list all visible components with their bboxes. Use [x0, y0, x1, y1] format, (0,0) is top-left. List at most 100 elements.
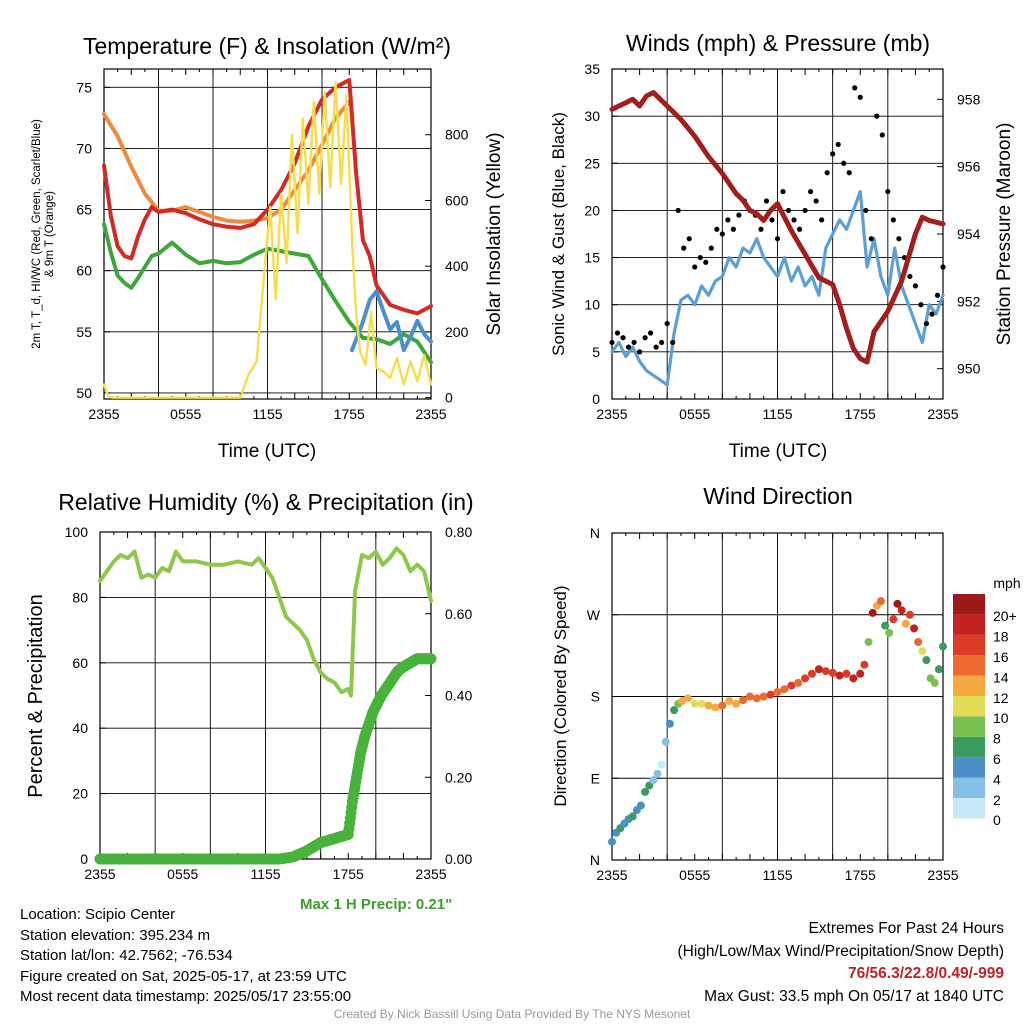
gust-point [785, 207, 792, 214]
direction-point [759, 692, 768, 701]
y-tick-label: 0 [592, 391, 600, 407]
direction-point [670, 706, 679, 715]
direction-point [889, 615, 898, 624]
legend-title: mph [993, 575, 1020, 591]
gust-point [686, 236, 692, 242]
x-tick-label: 1155 [762, 406, 792, 422]
legend-label: 18 [993, 629, 1009, 645]
y-tick-label: 60 [76, 263, 92, 279]
y-tick-label: 20 [584, 202, 600, 218]
x-tick-label: 0555 [679, 406, 710, 422]
direction-point [739, 696, 748, 705]
x-tick-label: 0555 [679, 867, 710, 883]
direction-point [807, 669, 816, 678]
direction-point [608, 837, 616, 846]
y2-tick-label: 0.00 [445, 851, 472, 867]
y2-tick-label: 958 [957, 91, 981, 107]
x-tick-label: 0555 [167, 866, 198, 882]
gust-point [824, 170, 830, 176]
direction-point [641, 787, 650, 796]
temperature-series-4 [102, 80, 433, 399]
recent-data-text: Most recent data timestamp: 2025/05/17 2… [20, 988, 352, 1005]
direction-point [897, 606, 906, 615]
gust-point [614, 330, 621, 336]
direction-point [657, 760, 666, 769]
y2-tick-label: 950 [957, 361, 981, 377]
direction-point [725, 697, 734, 706]
y2-tick-label: 400 [445, 258, 469, 274]
x-tick-label: 2355 [596, 867, 627, 883]
gust-point [796, 226, 803, 232]
y2-tick-label: 956 [957, 159, 981, 175]
direction-point [683, 694, 692, 703]
gust-point [769, 217, 775, 223]
temperature-ylabel-line1: 2m T, T_d, HI/WC (Red, Green, Scarlet/Bl… [31, 119, 43, 349]
direction-point [814, 665, 823, 674]
credit-line: Created By Nick Bassill Using Data Provi… [333, 1007, 691, 1021]
legend-swatch [953, 696, 985, 717]
wind-speed-line [610, 190, 945, 387]
gust-point [758, 226, 764, 232]
legend-label: 6 [993, 751, 1001, 767]
legend-label: 2 [993, 792, 1001, 808]
direction-point [665, 719, 674, 728]
humidity-panel: 2355 0555 1155 1755 23550204060801000.000.20… [65, 524, 473, 882]
latlon-text: Station lat/lon: 42.7562; -76.534 [20, 947, 233, 964]
y2-tick-label: 600 [445, 192, 469, 208]
gust-point [835, 141, 841, 148]
direction-point [801, 674, 810, 683]
legend-swatch [953, 634, 985, 656]
legend-swatch [953, 757, 985, 778]
direction-point [881, 621, 890, 630]
y-tick-label: 35 [584, 61, 600, 77]
y-tick-label: 55 [76, 324, 92, 340]
gust-point [697, 254, 703, 261]
legend-swatch [953, 614, 985, 635]
y2-tick-label: 0.80 [445, 524, 472, 540]
gust-point [907, 273, 913, 280]
wind-direction-ylabel: Direction (Colored By Speed) [551, 585, 570, 806]
direction-point [939, 642, 947, 651]
y-tick-label: 100 [65, 524, 89, 540]
precip-point [425, 653, 437, 665]
temperature-panel: 2355 0555 1155 1755 2355 50 55 60 65 70 75 0 200 400 6… [76, 68, 469, 422]
wind-direction-grid [612, 533, 943, 860]
gust-point [879, 132, 885, 138]
direction-point [649, 776, 658, 785]
humidity-grid [100, 532, 431, 859]
direction-point [835, 671, 844, 680]
gust-point [874, 113, 880, 119]
gust-point [609, 339, 615, 346]
winds-grid [612, 69, 943, 399]
x-tick-label: 2355 [88, 406, 119, 422]
x-tick-label: 2355 [927, 406, 958, 422]
gust-point [791, 217, 797, 223]
y-tick-label: 70 [76, 140, 92, 156]
legend-swatch [953, 798, 985, 819]
y2-tick-label: 800 [445, 127, 469, 143]
gust-point [918, 302, 924, 308]
direction-point [732, 699, 741, 708]
temperature-y2label: Solar Insolation (Yellow) [484, 132, 505, 335]
humidity-ylabel: Percent & Precipitation [25, 594, 47, 797]
legend-label: 0 [993, 812, 1001, 828]
x-tick-label: 2355 [415, 406, 446, 422]
y-tick-label: 50 [76, 385, 92, 401]
temperature-ylabel-line2: & 9m T (Orange) [44, 191, 56, 277]
winds-title: Winds (mph) & Pressure (mb) [626, 30, 930, 56]
direction-point [905, 610, 914, 619]
gust-point [819, 217, 825, 223]
y2-tick-label: 0.20 [445, 769, 472, 785]
direction-point [922, 656, 931, 665]
direction-point [885, 628, 894, 637]
y-tick-label: N [590, 852, 600, 868]
pressure-line [609, 90, 946, 365]
gust-point [708, 245, 714, 251]
gust-point [846, 170, 852, 176]
gust-point [653, 344, 659, 350]
gust-point [703, 259, 709, 265]
y-tick-label: 15 [584, 250, 600, 266]
temperature-series-1 [102, 78, 433, 316]
x-tick-label: 1155 [250, 866, 280, 882]
